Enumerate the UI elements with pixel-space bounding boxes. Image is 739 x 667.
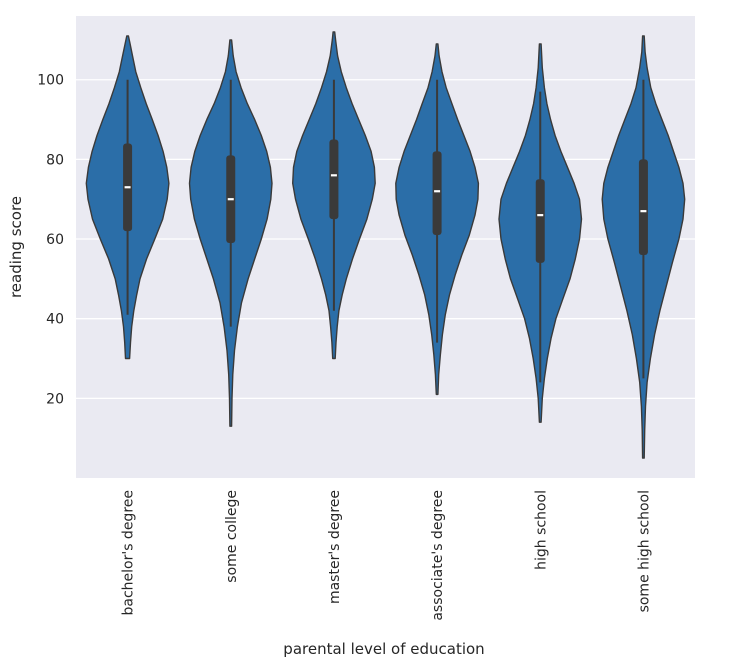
y-tick-label: 20 xyxy=(46,391,64,407)
violin-iqr-box xyxy=(432,151,442,236)
x-axis-label: parental level of education xyxy=(283,640,484,658)
violins xyxy=(85,31,686,459)
violin-iqr-box xyxy=(329,139,339,220)
y-axis-ticks: 20 40 60 80 100 xyxy=(37,73,64,408)
y-tick-label: 40 xyxy=(46,312,64,328)
violin-iqr-box xyxy=(638,159,648,255)
x-tick-label: master's degree xyxy=(327,490,343,604)
plot-area-background xyxy=(76,16,695,478)
x-tick-label: some high school xyxy=(636,490,652,612)
grid-lines xyxy=(76,79,695,399)
x-tick-label: some college xyxy=(224,490,240,583)
y-tick-label: 100 xyxy=(37,73,64,89)
x-tick-label: associate's degree xyxy=(430,490,446,621)
x-tick-label: high school xyxy=(533,490,549,570)
x-axis-ticks: bachelor's degree some college master's de… xyxy=(121,490,653,621)
x-tick-label: bachelor's degree xyxy=(121,490,137,616)
violin-iqr-box xyxy=(535,179,545,263)
y-tick-label: 80 xyxy=(46,152,64,168)
y-tick-label: 60 xyxy=(46,232,64,248)
y-axis-label: reading score xyxy=(7,196,25,298)
